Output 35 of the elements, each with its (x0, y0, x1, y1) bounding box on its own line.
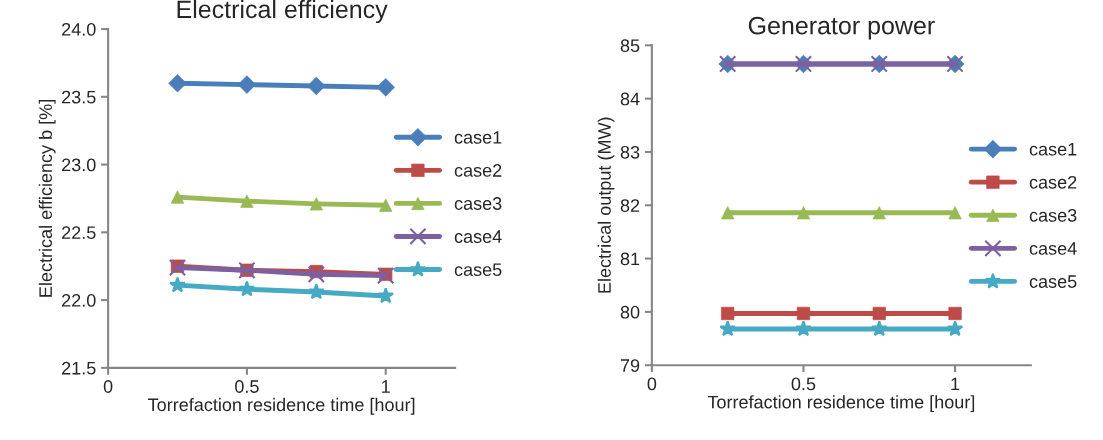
y-tick-label: 21.5 (62, 361, 96, 375)
y-tick-label: 22.5 (62, 226, 96, 240)
legend-label: case5 (1029, 275, 1077, 288)
y-tick-label: 22.0 (62, 294, 96, 307)
y-axis-title: Electrical output (MW) (597, 117, 615, 293)
y-tick-label: 23.5 (62, 90, 96, 104)
x-tick-label: 1 (951, 377, 960, 391)
x-axis-title: Torrefaction residence time [hour] (148, 397, 415, 415)
y-tick-label: 85 (620, 39, 640, 53)
x-tick-label: 0 (103, 380, 113, 393)
legend-label: case4 (1029, 242, 1077, 255)
x-tick-label: 1 (382, 380, 390, 393)
y-tick-label: 83 (620, 145, 640, 159)
chart-title: Electrical efficiency (177, 0, 388, 24)
x-axis-title: Torrefaction residence time [hour] (707, 395, 975, 413)
x-tick-label: 0.5 (235, 380, 259, 393)
y-tick-label: 80 (620, 305, 640, 319)
y-tick-label: 82 (620, 199, 640, 212)
chart-title: Generator power (748, 16, 935, 40)
y-tick-label: 84 (620, 92, 640, 106)
legend-label: case3 (1029, 208, 1077, 222)
y-tick-label: 23.0 (62, 158, 96, 172)
legend-label: case5 (454, 263, 502, 277)
x-tick-label: 0 (647, 377, 657, 391)
y-tick-label: 79 (620, 359, 640, 372)
legend-label: case1 (454, 131, 502, 144)
y-tick-label: 24.0 (62, 22, 96, 36)
legend-label: case1 (1029, 143, 1077, 156)
legend-label: case2 (454, 164, 502, 177)
legend-label: case3 (454, 197, 502, 210)
y-axis-title: Electrical efficiency b [%] (38, 100, 56, 297)
y-tick-label: 81 (620, 252, 640, 266)
legend-label: case4 (454, 230, 502, 243)
x-tick-label: 0.5 (791, 377, 816, 391)
legend-label: case2 (1029, 175, 1077, 189)
